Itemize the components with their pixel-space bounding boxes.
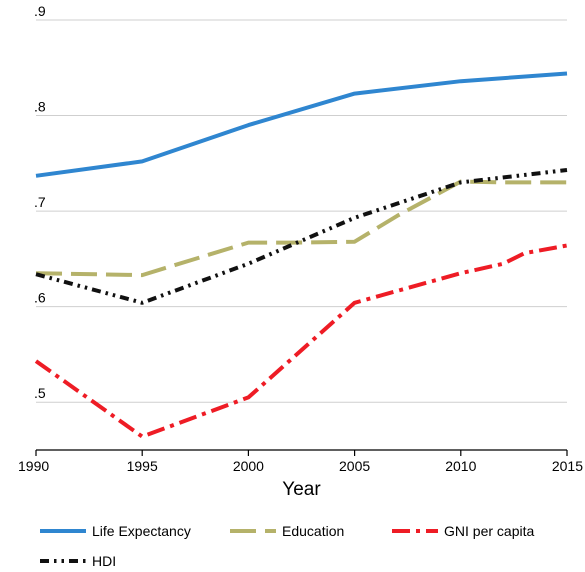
x-tick-label: 2000 bbox=[233, 458, 264, 474]
series-line-life-expectancy bbox=[35, 71, 568, 178]
y-tick-label: .7 bbox=[34, 194, 46, 210]
legend-item: GNI per capita bbox=[392, 523, 534, 539]
legend-item: HDI bbox=[40, 553, 116, 569]
y-tick-label: .9 bbox=[34, 3, 46, 19]
x-tick-label: 2015 bbox=[552, 458, 583, 474]
y-tick-label: .8 bbox=[34, 99, 46, 115]
x-tick-label: 1990 bbox=[18, 458, 49, 474]
series-line-gni-per-capita bbox=[34, 243, 568, 439]
legend-label: GNI per capita bbox=[444, 523, 534, 539]
legend-label: Education bbox=[282, 523, 344, 539]
y-tick-labels: .5 .6 .7 .8 .9 bbox=[34, 3, 46, 401]
legend-label: HDI bbox=[92, 553, 116, 569]
x-tick-labels: 1990 1995 2000 2005 2010 2015 bbox=[18, 450, 583, 474]
legend-label: Life Expectancy bbox=[92, 523, 191, 539]
series-lines bbox=[34, 71, 568, 439]
x-tick-label: 1995 bbox=[127, 458, 158, 474]
series-line-education bbox=[35, 179, 567, 278]
x-tick-label: 2010 bbox=[445, 458, 476, 474]
series-line-hdi bbox=[35, 168, 568, 305]
y-tick-label: .6 bbox=[34, 290, 46, 306]
legend-item: Education bbox=[230, 523, 344, 539]
x-tick-label: 2005 bbox=[339, 458, 370, 474]
gridlines bbox=[36, 19, 567, 403]
legend-item: Life Expectancy bbox=[40, 523, 191, 539]
y-tick-label: .5 bbox=[34, 385, 46, 401]
legend: Life Expectancy Education GNI per capita HD… bbox=[40, 523, 534, 569]
x-axis-label: Year bbox=[282, 479, 321, 500]
